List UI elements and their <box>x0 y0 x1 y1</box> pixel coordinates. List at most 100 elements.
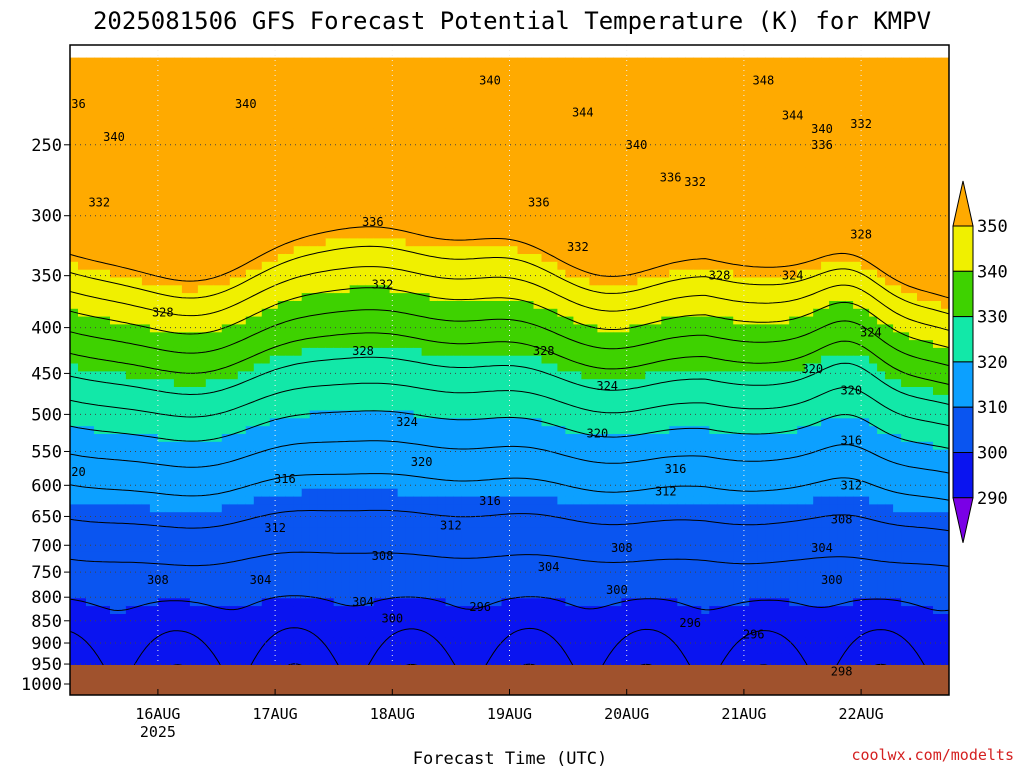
temperature-band-cell <box>149 57 159 67</box>
temperature-band-cell <box>437 362 447 372</box>
temperature-band-cell <box>397 621 407 630</box>
temperature-band-cell <box>181 354 191 364</box>
temperature-band-cell <box>70 480 79 489</box>
temperature-band-cell <box>285 550 295 560</box>
temperature-band-cell <box>485 73 495 82</box>
temperature-band-cell <box>389 644 399 654</box>
temperature-band-cell <box>461 159 471 168</box>
temperature-band-cell <box>197 190 207 200</box>
temperature-band-cell <box>285 245 295 254</box>
temperature-band-cell <box>437 636 447 646</box>
temperature-band-cell <box>149 636 159 646</box>
temperature-band-cell <box>477 644 487 654</box>
temperature-band-cell <box>293 81 303 90</box>
temperature-band-cell <box>86 354 95 364</box>
temperature-band-cell <box>86 574 95 583</box>
temperature-band-cell <box>173 167 183 176</box>
temperature-band-cell <box>237 135 247 145</box>
temperature-band-cell <box>133 448 143 458</box>
temperature-band-cell <box>125 354 135 364</box>
temperature-band-cell <box>549 167 559 176</box>
temperature-band-cell <box>149 300 159 309</box>
temperature-band-cell <box>405 323 415 333</box>
temperature-band-cell <box>102 370 111 380</box>
temperature-band-cell <box>253 660 263 669</box>
temperature-band-cell <box>565 417 574 427</box>
temperature-band-cell <box>86 65 95 74</box>
temperature-band-cell <box>445 151 455 161</box>
temperature-band-cell <box>94 182 103 192</box>
temperature-band-cell <box>70 495 79 505</box>
temperature-band-cell <box>325 511 335 520</box>
temperature-band-cell <box>421 253 431 262</box>
temperature-band-cell <box>221 151 231 161</box>
temperature-band-cell <box>541 198 551 207</box>
temperature-band-cell <box>413 628 423 638</box>
temperature-band-cell <box>381 190 391 200</box>
temperature-band-cell <box>133 143 143 153</box>
temperature-band-cell <box>102 331 111 341</box>
temperature-band-cell <box>501 527 511 536</box>
temperature-band-cell <box>213 339 223 348</box>
temperature-band-cell <box>405 292 415 301</box>
temperature-band-cell <box>285 96 295 106</box>
temperature-band-cell <box>557 57 566 67</box>
temperature-band-cell <box>110 480 119 489</box>
temperature-band-cell <box>549 323 559 333</box>
temperature-band-cell <box>373 394 383 403</box>
temperature-band-cell <box>525 221 535 231</box>
temperature-band-cell <box>485 621 495 630</box>
temperature-band-cell <box>557 308 566 317</box>
temperature-band-cell <box>525 597 535 607</box>
temperature-band-cell <box>381 128 391 137</box>
temperature-band-cell <box>173 628 183 638</box>
temperature-band-cell <box>70 214 79 223</box>
temperature-band-cell <box>94 104 103 114</box>
temperature-band-cell <box>102 495 111 505</box>
temperature-band-cell <box>197 394 207 403</box>
temperature-band-cell <box>493 104 503 114</box>
temperature-band-cell <box>421 362 431 372</box>
temperature-band-cell <box>117 315 127 325</box>
temperature-band-cell <box>365 198 375 207</box>
temperature-band-cell <box>78 214 87 223</box>
temperature-band-cell <box>365 81 375 90</box>
temperature-band-cell <box>229 621 239 630</box>
temperature-band-cell <box>213 175 223 184</box>
temperature-band-cell <box>309 237 319 247</box>
temperature-band-cell <box>373 527 383 536</box>
temperature-band-cell <box>245 503 255 513</box>
temperature-band-cell <box>269 198 279 207</box>
temperature-band-cell <box>437 433 447 442</box>
temperature-band-cell <box>189 214 199 223</box>
temperature-band-cell <box>493 621 503 630</box>
temperature-band-cell <box>333 394 343 403</box>
temperature-band-cell <box>205 292 215 301</box>
temperature-band-cell <box>373 292 383 301</box>
temperature-band-cell <box>485 65 495 74</box>
temperature-band-cell <box>445 167 455 176</box>
temperature-band-cell <box>437 206 447 215</box>
temperature-band-cell <box>277 300 287 309</box>
temperature-band-cell <box>485 605 495 614</box>
temperature-band-cell <box>165 292 175 301</box>
temperature-band-cell <box>477 120 487 129</box>
temperature-band-cell <box>349 480 359 489</box>
temperature-band-cell <box>229 315 239 325</box>
temperature-band-cell <box>365 214 375 223</box>
temperature-band-cell <box>141 245 151 254</box>
temperature-band-cell <box>493 464 503 474</box>
temperature-band-cell <box>221 96 231 106</box>
temperature-band-cell <box>453 628 463 638</box>
temperature-band-cell <box>237 409 247 419</box>
temperature-band-cell <box>277 284 287 294</box>
temperature-band-cell <box>221 339 231 348</box>
temperature-band-cell <box>269 394 279 403</box>
temperature-band-cell <box>110 57 119 67</box>
temperature-band-cell <box>253 464 263 474</box>
temperature-band-cell <box>285 65 295 74</box>
temperature-band-cell <box>485 214 495 223</box>
temperature-band-cell <box>493 354 503 364</box>
temperature-band-cell <box>102 284 111 294</box>
temperature-band-cell <box>501 245 511 254</box>
